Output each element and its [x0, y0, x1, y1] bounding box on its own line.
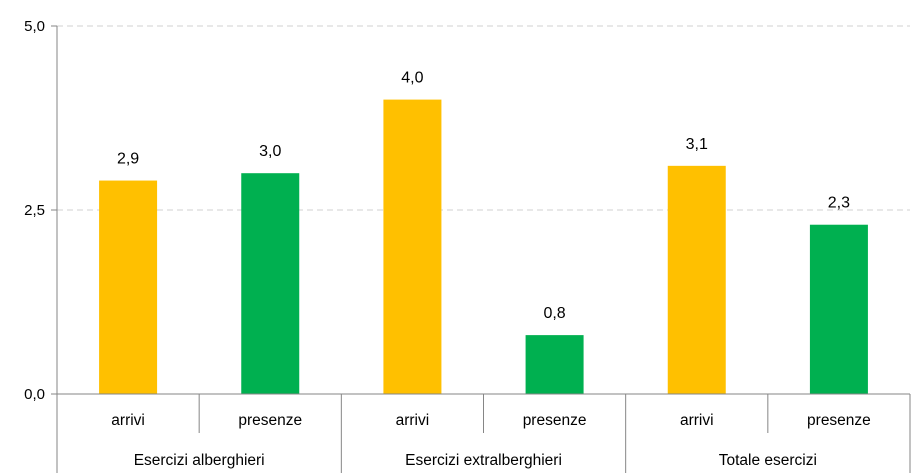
gridlines: [57, 26, 910, 210]
x-axis: arrivi presenze arrivi presenze arrivi presen…: [57, 394, 910, 473]
category-label-arrivi: arrivi: [396, 412, 430, 429]
y-axis: 0,0 2,5 5,0: [24, 18, 57, 473]
bar-arrivi: [383, 100, 441, 394]
data-labels: 2,9 3,0 4,0 0,8 3,1 2,3: [117, 70, 850, 323]
data-label: 0,8: [543, 305, 565, 322]
category-label-presenze: presenze: [523, 412, 587, 429]
data-label: 3,0: [259, 143, 281, 160]
category-label-arrivi: arrivi: [680, 412, 714, 429]
data-label: 2,3: [828, 195, 850, 212]
group-label: Esercizi extralberghieri: [405, 452, 562, 469]
bar-presenze: [526, 335, 584, 394]
group-label: Totale esercizi: [719, 452, 817, 469]
y-tick-label: 0,0: [24, 386, 45, 403]
bars: [99, 100, 868, 394]
group-label: Esercizi alberghieri: [134, 452, 265, 469]
y-tick-label: 5,0: [24, 18, 45, 35]
bar-arrivi: [99, 181, 157, 394]
category-label-presenze: presenze: [807, 412, 871, 429]
bar-arrivi: [668, 166, 726, 394]
category-label-arrivi: arrivi: [111, 412, 145, 429]
bar-presenze: [810, 225, 868, 394]
data-label: 2,9: [117, 151, 139, 168]
category-label-presenze: presenze: [238, 412, 302, 429]
data-label: 4,0: [401, 70, 423, 87]
data-label: 3,1: [686, 136, 708, 153]
y-tick-label: 2,5: [24, 202, 45, 219]
bar-presenze: [241, 173, 299, 394]
